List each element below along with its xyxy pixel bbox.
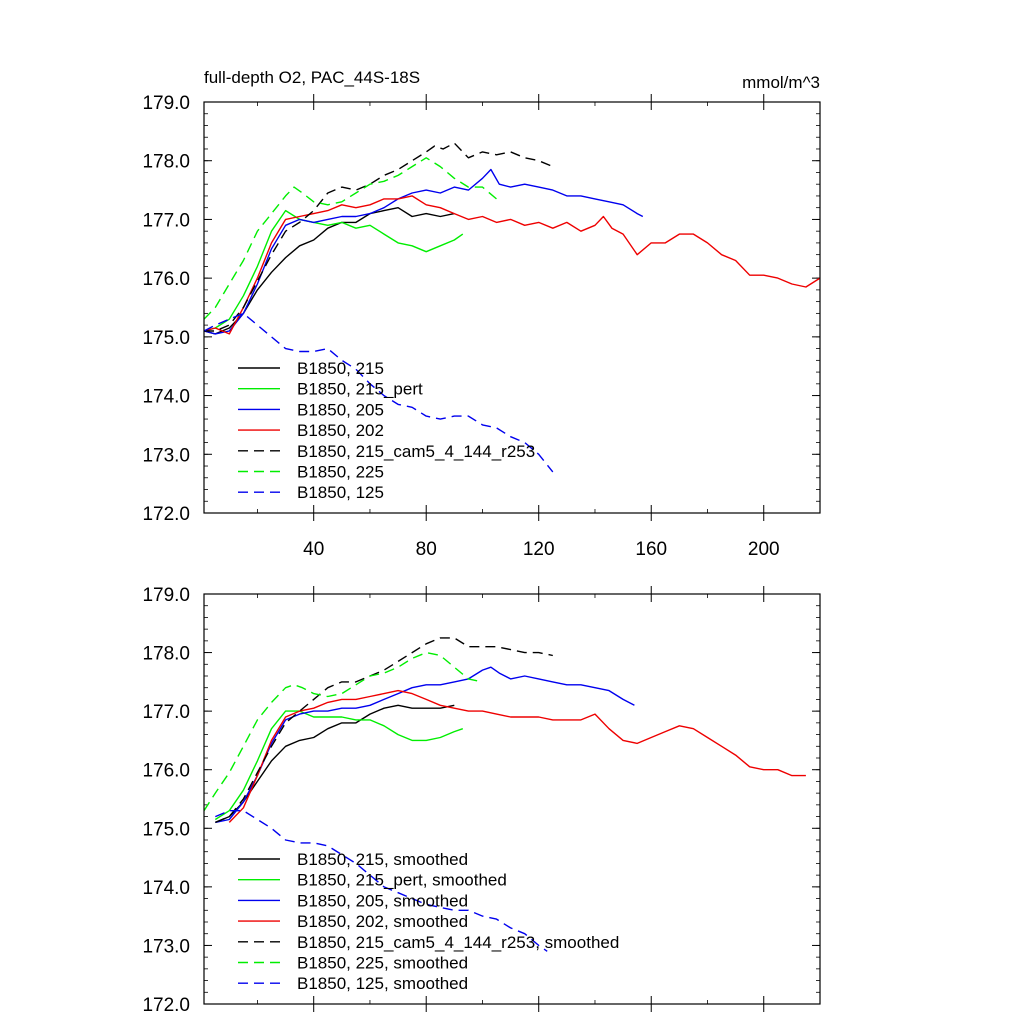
legend-label: B1850, 202 — [297, 421, 384, 440]
tick-labels: 172.0 173.0 174.0 175.0 176.0 177.0 178.0 179.0… — [142, 93, 779, 560]
plot-area — [203, 142, 821, 473]
series-line — [203, 312, 554, 473]
legend-label: B1850, 125, smoothed — [297, 974, 468, 993]
y-tick-label: 177.0 — [142, 702, 190, 723]
y-tick-label: 176.0 — [142, 761, 190, 782]
plot-area — [203, 637, 806, 952]
series-line — [215, 666, 635, 824]
legend-label: B1850, 215_cam5_4_144_r253 — [297, 442, 535, 461]
y-tick-label: 174.0 — [142, 387, 190, 408]
y-tick-label: 178.0 — [142, 152, 190, 173]
series-line — [214, 710, 464, 821]
x-tick-label: 80 — [416, 539, 437, 560]
x-tick-label: 160 — [635, 539, 667, 560]
legend-label: B1850, 215, smoothed — [297, 850, 468, 869]
chart-title: full-depth O2, PAC_44S-18S — [204, 68, 420, 87]
y-tick-label: 177.0 — [142, 210, 190, 231]
x-tick-label: 120 — [523, 539, 555, 560]
x-tick-label: 40 — [303, 539, 324, 560]
series-line — [203, 209, 464, 332]
legend-label: B1850, 125 — [297, 483, 384, 502]
y-tick-label: 173.0 — [142, 445, 190, 466]
x-tick-label: 200 — [748, 539, 780, 560]
legend-label: B1850, 215 — [297, 359, 384, 378]
series-line — [215, 637, 553, 824]
y-tick-label: 172.0 — [142, 995, 190, 1016]
legend-label: B1850, 205 — [297, 400, 384, 419]
plot-frame — [203, 101, 821, 514]
series-line — [203, 168, 644, 335]
y-tick-label: 179.0 — [142, 93, 190, 114]
bottom-panel: 172.0 173.0 174.0 175.0 176.0 177.0 178.0 179.0… — [142, 585, 821, 1016]
y-tick-label: 174.0 — [142, 878, 190, 899]
series-line — [215, 704, 455, 824]
y-tick-label: 173.0 — [142, 936, 190, 957]
y-tick-label: 175.0 — [142, 328, 190, 349]
legend-label: B1850, 215_cam5_4_144_r253, smoothed — [297, 933, 619, 952]
y-tick-label: 172.0 — [142, 504, 190, 525]
legend: B1850, 215, smoothed B1850, 215_pert, smo… — [238, 850, 619, 993]
series-line — [215, 810, 548, 952]
series-line — [203, 651, 483, 812]
y-tick-label: 179.0 — [142, 585, 190, 606]
legend-label: B1850, 215_pert, smoothed — [297, 871, 507, 890]
series-line — [203, 195, 821, 335]
legend-label: B1850, 215_pert — [297, 380, 423, 399]
series-line — [204, 142, 554, 332]
y-tick-label: 178.0 — [142, 644, 190, 665]
units-label: mmol/m^3 — [742, 73, 820, 92]
legend-label: B1850, 225 — [297, 463, 384, 482]
y-tick-label: 175.0 — [142, 819, 190, 840]
legend-label: B1850, 205, smoothed — [297, 891, 468, 910]
top-panel: full-depth O2, PAC_44S-18S mmol/m^3 172.… — [142, 68, 821, 560]
legend-label: B1850, 225, smoothed — [297, 954, 468, 973]
legend-label: B1850, 202, smoothed — [297, 912, 468, 931]
series-line — [228, 689, 806, 823]
plot-frame — [203, 593, 821, 1005]
y-tick-label: 176.0 — [142, 269, 190, 290]
series-line — [203, 157, 497, 320]
tick-labels: 172.0 173.0 174.0 175.0 176.0 177.0 178.0 179.0 — [142, 585, 190, 1016]
